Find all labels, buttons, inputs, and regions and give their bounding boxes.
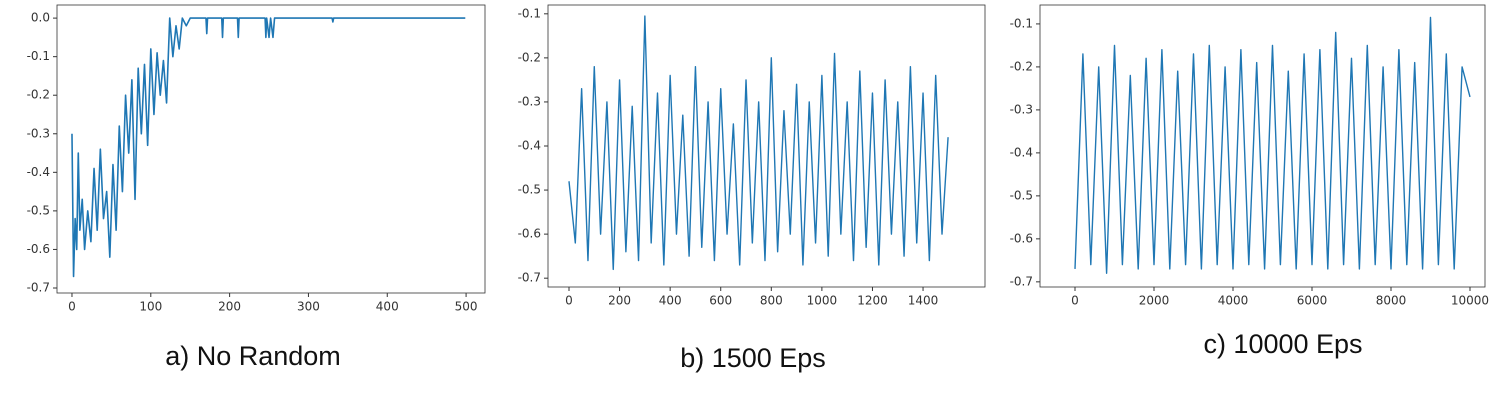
caption: b) 1500 Eps xyxy=(680,343,826,373)
x-tick-label: 4000 xyxy=(1218,294,1249,308)
axes-frame xyxy=(1039,4,1486,288)
y-tick-label: -0.3 xyxy=(27,126,50,140)
data-line xyxy=(71,17,466,278)
y-tick-label: -0.6 xyxy=(518,227,541,241)
x-tick-label: 200 xyxy=(218,300,241,314)
caption: c) 10000 Eps xyxy=(1203,329,1362,359)
y-tick-label: 0.0 xyxy=(31,11,50,25)
x-tick-label: 400 xyxy=(376,300,399,314)
y-tick-label: -0.3 xyxy=(1010,102,1033,116)
y-tick-label: -0.7 xyxy=(27,280,50,294)
x-tick-label: 1000 xyxy=(807,294,838,308)
x-tick-label: 500 xyxy=(455,300,478,314)
y-tick-label: -0.1 xyxy=(27,49,50,63)
y-tick-label: -0.3 xyxy=(518,94,541,108)
data-line xyxy=(568,15,949,271)
y-tick-label: -0.2 xyxy=(27,88,50,102)
y-tick-label: -0.5 xyxy=(1010,188,1033,202)
x-tick-label: 600 xyxy=(709,294,732,308)
x-tick-label: 2000 xyxy=(1139,294,1170,308)
y-tick-label: -0.2 xyxy=(518,50,541,64)
y-tick-label: -0.1 xyxy=(518,6,541,20)
data-line xyxy=(1074,16,1471,274)
x-tick-label: 100 xyxy=(139,300,162,314)
y-tick-label: -0.7 xyxy=(518,271,541,285)
x-tick-label: 8000 xyxy=(1376,294,1407,308)
y-tick-label: -0.6 xyxy=(27,242,50,256)
x-tick-label: 10000 xyxy=(1451,294,1489,308)
axes-frame xyxy=(56,4,486,294)
x-tick-label: 300 xyxy=(297,300,320,314)
y-tick-label: -0.5 xyxy=(27,203,50,217)
y-tick-label: -0.7 xyxy=(1010,274,1033,288)
y-tick-label: -0.2 xyxy=(1010,59,1033,73)
x-tick-label: 1200 xyxy=(857,294,888,308)
y-tick-label: -0.4 xyxy=(518,139,541,153)
y-tick-label: -0.4 xyxy=(27,165,50,179)
y-tick-label: -0.1 xyxy=(1010,16,1033,30)
x-tick-label: 0 xyxy=(565,294,573,308)
x-tick-label: 0 xyxy=(68,300,76,314)
y-tick-label: -0.5 xyxy=(518,183,541,197)
x-tick-label: 0 xyxy=(1071,294,1079,308)
x-tick-label: 800 xyxy=(760,294,783,308)
x-tick-label: 1400 xyxy=(908,294,939,308)
x-tick-label: 200 xyxy=(608,294,631,308)
y-tick-label: -0.4 xyxy=(1010,145,1033,159)
y-tick-label: -0.6 xyxy=(1010,231,1033,245)
caption: a) No Random xyxy=(165,341,341,371)
x-tick-label: 6000 xyxy=(1297,294,1328,308)
x-tick-label: 400 xyxy=(659,294,682,308)
